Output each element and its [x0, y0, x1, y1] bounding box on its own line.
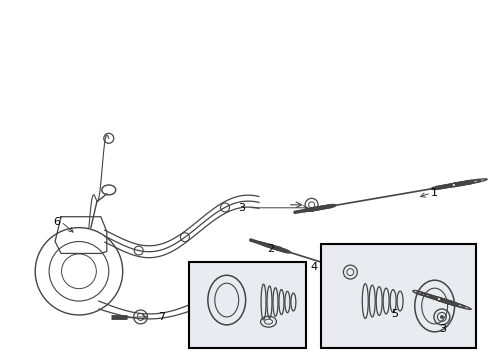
Text: 7: 7 — [158, 312, 166, 322]
Ellipse shape — [437, 297, 441, 301]
Text: 2: 2 — [267, 244, 274, 255]
Bar — [189, 262, 306, 348]
Bar — [320, 244, 476, 348]
Text: 5: 5 — [391, 309, 398, 319]
Text: 1: 1 — [431, 188, 438, 198]
Ellipse shape — [441, 315, 443, 319]
Bar — [189, 262, 306, 348]
Ellipse shape — [452, 183, 456, 187]
Text: 3: 3 — [238, 203, 245, 213]
Text: 4: 4 — [311, 262, 318, 272]
Bar — [320, 244, 476, 348]
Text: 3: 3 — [439, 324, 446, 334]
Text: 6: 6 — [53, 217, 60, 227]
